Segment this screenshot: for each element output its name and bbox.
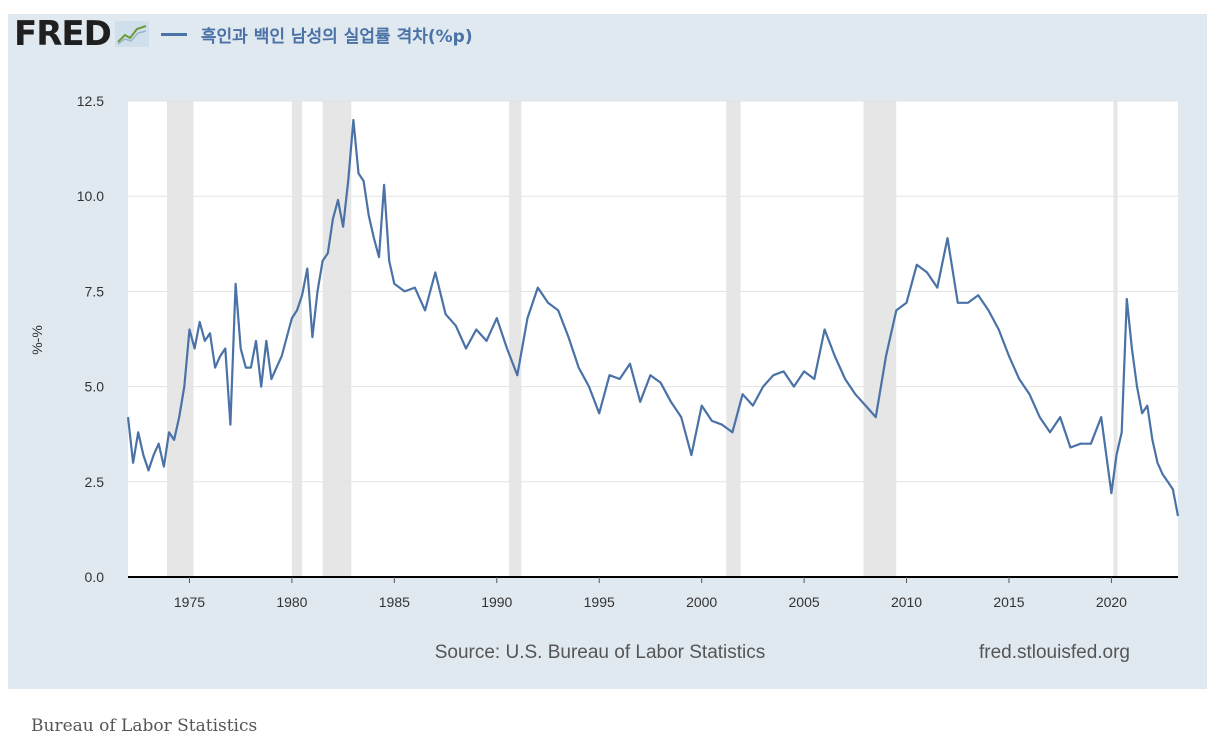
x-axis-ticks: 1975 1980 1985 1990 1995 2000 2005 2010 2015 2020	[174, 577, 1127, 610]
y-tick-label: 12.5	[77, 93, 104, 109]
y-tick-label: 2.5	[85, 474, 105, 490]
y-tick-label: 10.0	[77, 188, 104, 204]
x-tick-label: 1995	[584, 594, 615, 610]
y-axis-ticks: 0.0 2.5 5.0 7.5 10.0 12.5	[77, 93, 104, 585]
x-tick-label: 2020	[1096, 594, 1127, 610]
y-tick-label: 5.0	[85, 379, 105, 395]
x-tick-label: 2015	[993, 594, 1024, 610]
fred-logo[interactable]: FRED	[14, 14, 112, 54]
y-axis-label: %-%	[29, 325, 45, 355]
line-chart-icon	[114, 20, 149, 52]
recession-band	[322, 101, 352, 577]
y-tick-label: 7.5	[85, 283, 105, 299]
recession-band	[863, 101, 897, 577]
x-tick-label: 1990	[481, 594, 512, 610]
recession-band	[726, 101, 741, 577]
x-tick-label: 2005	[789, 594, 820, 610]
recession-band	[1113, 101, 1118, 577]
y-tick-label: 0.0	[85, 569, 105, 585]
legend-swatch	[160, 32, 187, 36]
source-text: Source: U.S. Bureau of Labor Statistics	[435, 642, 766, 663]
series-line	[126, 118, 1180, 517]
x-tick-label: 2000	[686, 594, 717, 610]
x-tick-label: 1980	[276, 594, 307, 610]
x-tick-label: 1975	[174, 594, 205, 610]
recession-band	[291, 101, 303, 577]
chart-header: FRED 흑인과 백인 남성의 실업률 격차(%p)	[14, 14, 473, 54]
x-tick-label: 2010	[891, 594, 922, 610]
caption: Bureau of Labor Statistics	[31, 716, 258, 736]
chart-title: 흑인과 백인 남성의 실업률 격차(%p)	[200, 26, 473, 47]
recession-band	[509, 101, 522, 577]
site-link[interactable]: fred.stlouisfed.org	[979, 642, 1130, 663]
series-layer	[126, 118, 1180, 517]
x-tick-label: 1985	[379, 594, 410, 610]
